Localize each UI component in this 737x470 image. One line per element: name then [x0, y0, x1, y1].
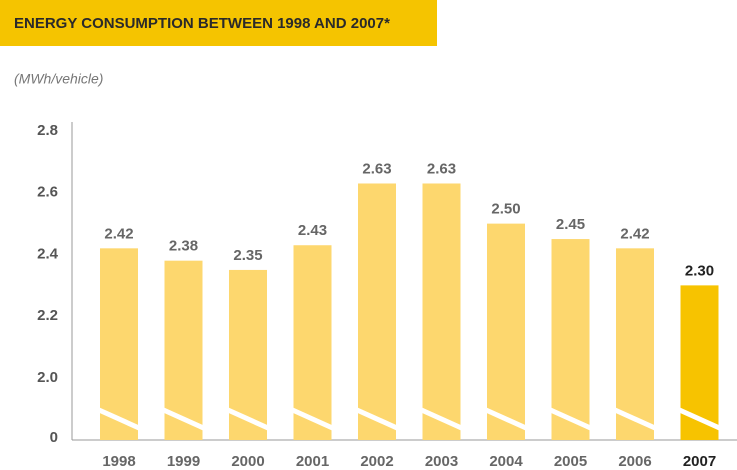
axis-break-mark	[678, 407, 721, 431]
value-label: 2.63	[362, 160, 391, 177]
value-label: 2.42	[104, 225, 133, 242]
bar	[616, 248, 654, 440]
title-banner	[0, 0, 437, 46]
bar	[422, 183, 461, 441]
value-label: 2.35	[233, 247, 262, 264]
value-label: 2.43	[298, 222, 327, 239]
axis-break-mark	[613, 407, 657, 431]
x-tick-label: 2007	[683, 453, 716, 470]
bar	[293, 245, 332, 440]
y-tick-label: 0	[50, 429, 58, 446]
bar	[551, 239, 590, 440]
value-label: 2.63	[427, 160, 456, 177]
y-tick-label: 2.4	[37, 245, 59, 262]
bar	[100, 248, 138, 440]
bar	[487, 223, 525, 440]
y-axis-label: (MWh/vehicle)	[14, 71, 103, 87]
x-tick-label: 2002	[360, 453, 393, 470]
axis-break-mark	[291, 407, 334, 431]
x-tick-label: 2000	[231, 453, 264, 470]
value-label: 2.38	[169, 238, 198, 255]
value-label: 2.30	[685, 262, 714, 279]
x-tick-label: 1998	[102, 453, 135, 470]
chart-title: ENERGY CONSUMPTION BETWEEN 1998 AND 2007…	[14, 15, 390, 32]
bar	[358, 183, 396, 441]
axis-break-mark	[420, 407, 463, 431]
y-tick-label: 2.2	[37, 307, 58, 324]
x-tick-label: 1999	[167, 453, 200, 470]
value-label: 2.42	[620, 225, 649, 242]
x-tick-label: 2003	[425, 453, 458, 470]
axis-break-mark	[226, 407, 270, 431]
y-tick-label: 2.6	[37, 184, 58, 201]
axis-break-mark	[355, 407, 399, 431]
axis-break-mark	[484, 407, 528, 431]
x-tick-label: 2001	[296, 453, 329, 470]
axis-break-mark	[162, 407, 205, 431]
y-tick-label: 2.8	[37, 122, 58, 139]
value-label: 2.45	[556, 216, 585, 233]
axis-break-mark	[97, 407, 141, 431]
value-label: 2.50	[491, 201, 520, 218]
x-tick-label: 2006	[618, 453, 651, 470]
bar	[164, 260, 203, 440]
axis-break-mark	[549, 407, 592, 431]
x-tick-label: 2005	[554, 453, 587, 470]
y-tick-label: 2.0	[37, 369, 58, 386]
x-tick-label: 2004	[489, 453, 523, 470]
